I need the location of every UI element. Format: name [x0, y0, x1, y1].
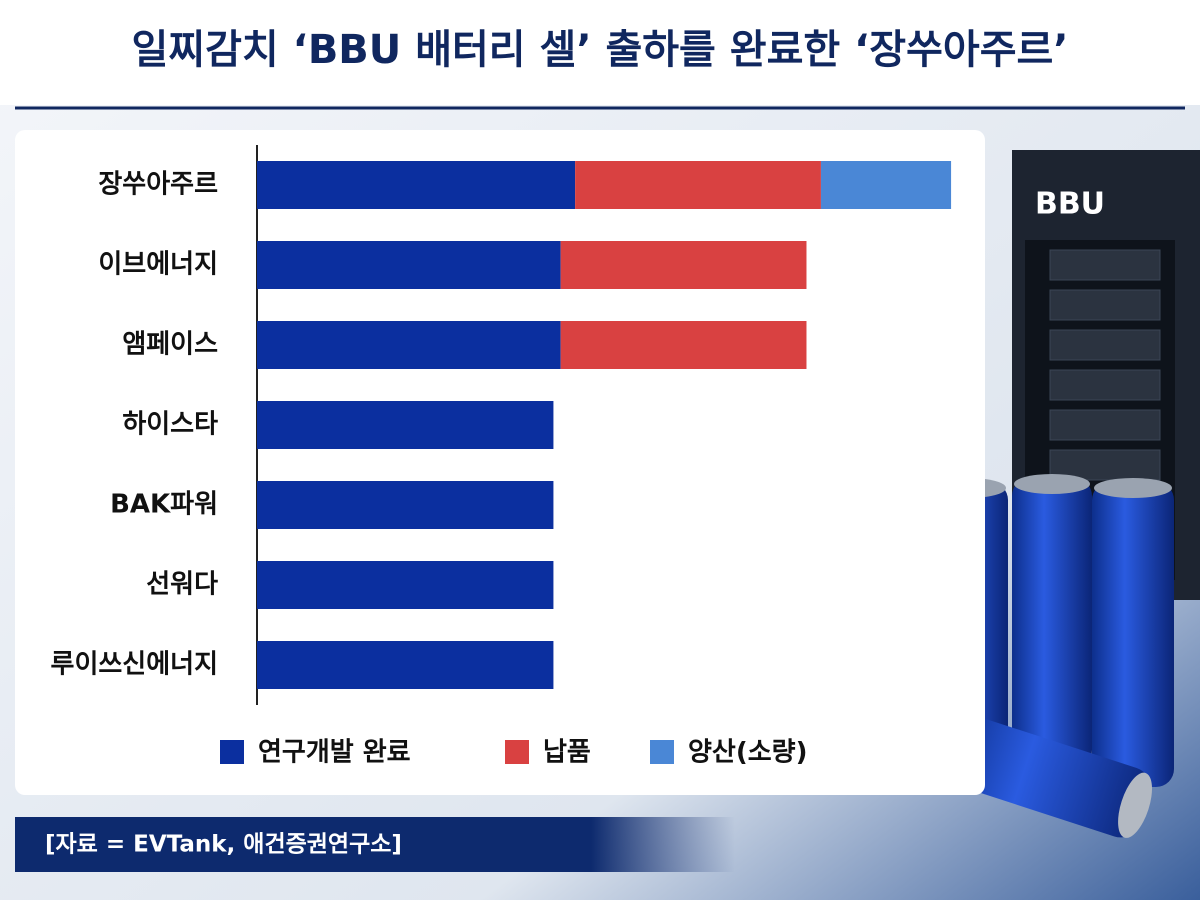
bar-segment	[257, 241, 561, 289]
bar-segment	[257, 161, 576, 209]
bar-segment	[820, 161, 952, 209]
category-label: 앰페이스	[122, 330, 218, 360]
category-label: 루이쓰신에너지	[51, 650, 218, 680]
category-label: 선워다	[146, 570, 218, 600]
title-band	[0, 0, 1200, 105]
plot-panel	[15, 130, 985, 795]
legend-label: 양산(소량)	[688, 738, 807, 768]
category-label: 장쑤아주르	[98, 170, 218, 200]
rack-label: BBU	[1035, 187, 1105, 222]
source-box	[15, 817, 735, 872]
bar-segment	[257, 561, 554, 609]
category-label: 하이스타	[122, 410, 218, 440]
legend-swatch	[220, 740, 244, 764]
category-label: 이브에너지	[98, 250, 218, 280]
legend-label: 납품	[543, 738, 591, 768]
bar-segment	[560, 241, 807, 289]
legend-label: 연구개발 완료	[258, 738, 411, 768]
chart-title: 일찌감치 ‘BBU 배터리 셀’ 출하를 완료한 ‘장쑤아주르’	[132, 27, 1069, 73]
category-label: BAK파워	[110, 490, 218, 520]
source-note: [자료 = EVTank, 애건증권연구소]	[45, 832, 402, 858]
bar-segment	[257, 481, 554, 529]
bar-segment	[560, 321, 807, 369]
legend-swatch	[650, 740, 674, 764]
bar-segment	[257, 321, 561, 369]
bar-segment	[575, 161, 821, 209]
bar-segment	[257, 641, 554, 689]
bar-segment	[257, 401, 554, 449]
legend-swatch	[505, 740, 529, 764]
